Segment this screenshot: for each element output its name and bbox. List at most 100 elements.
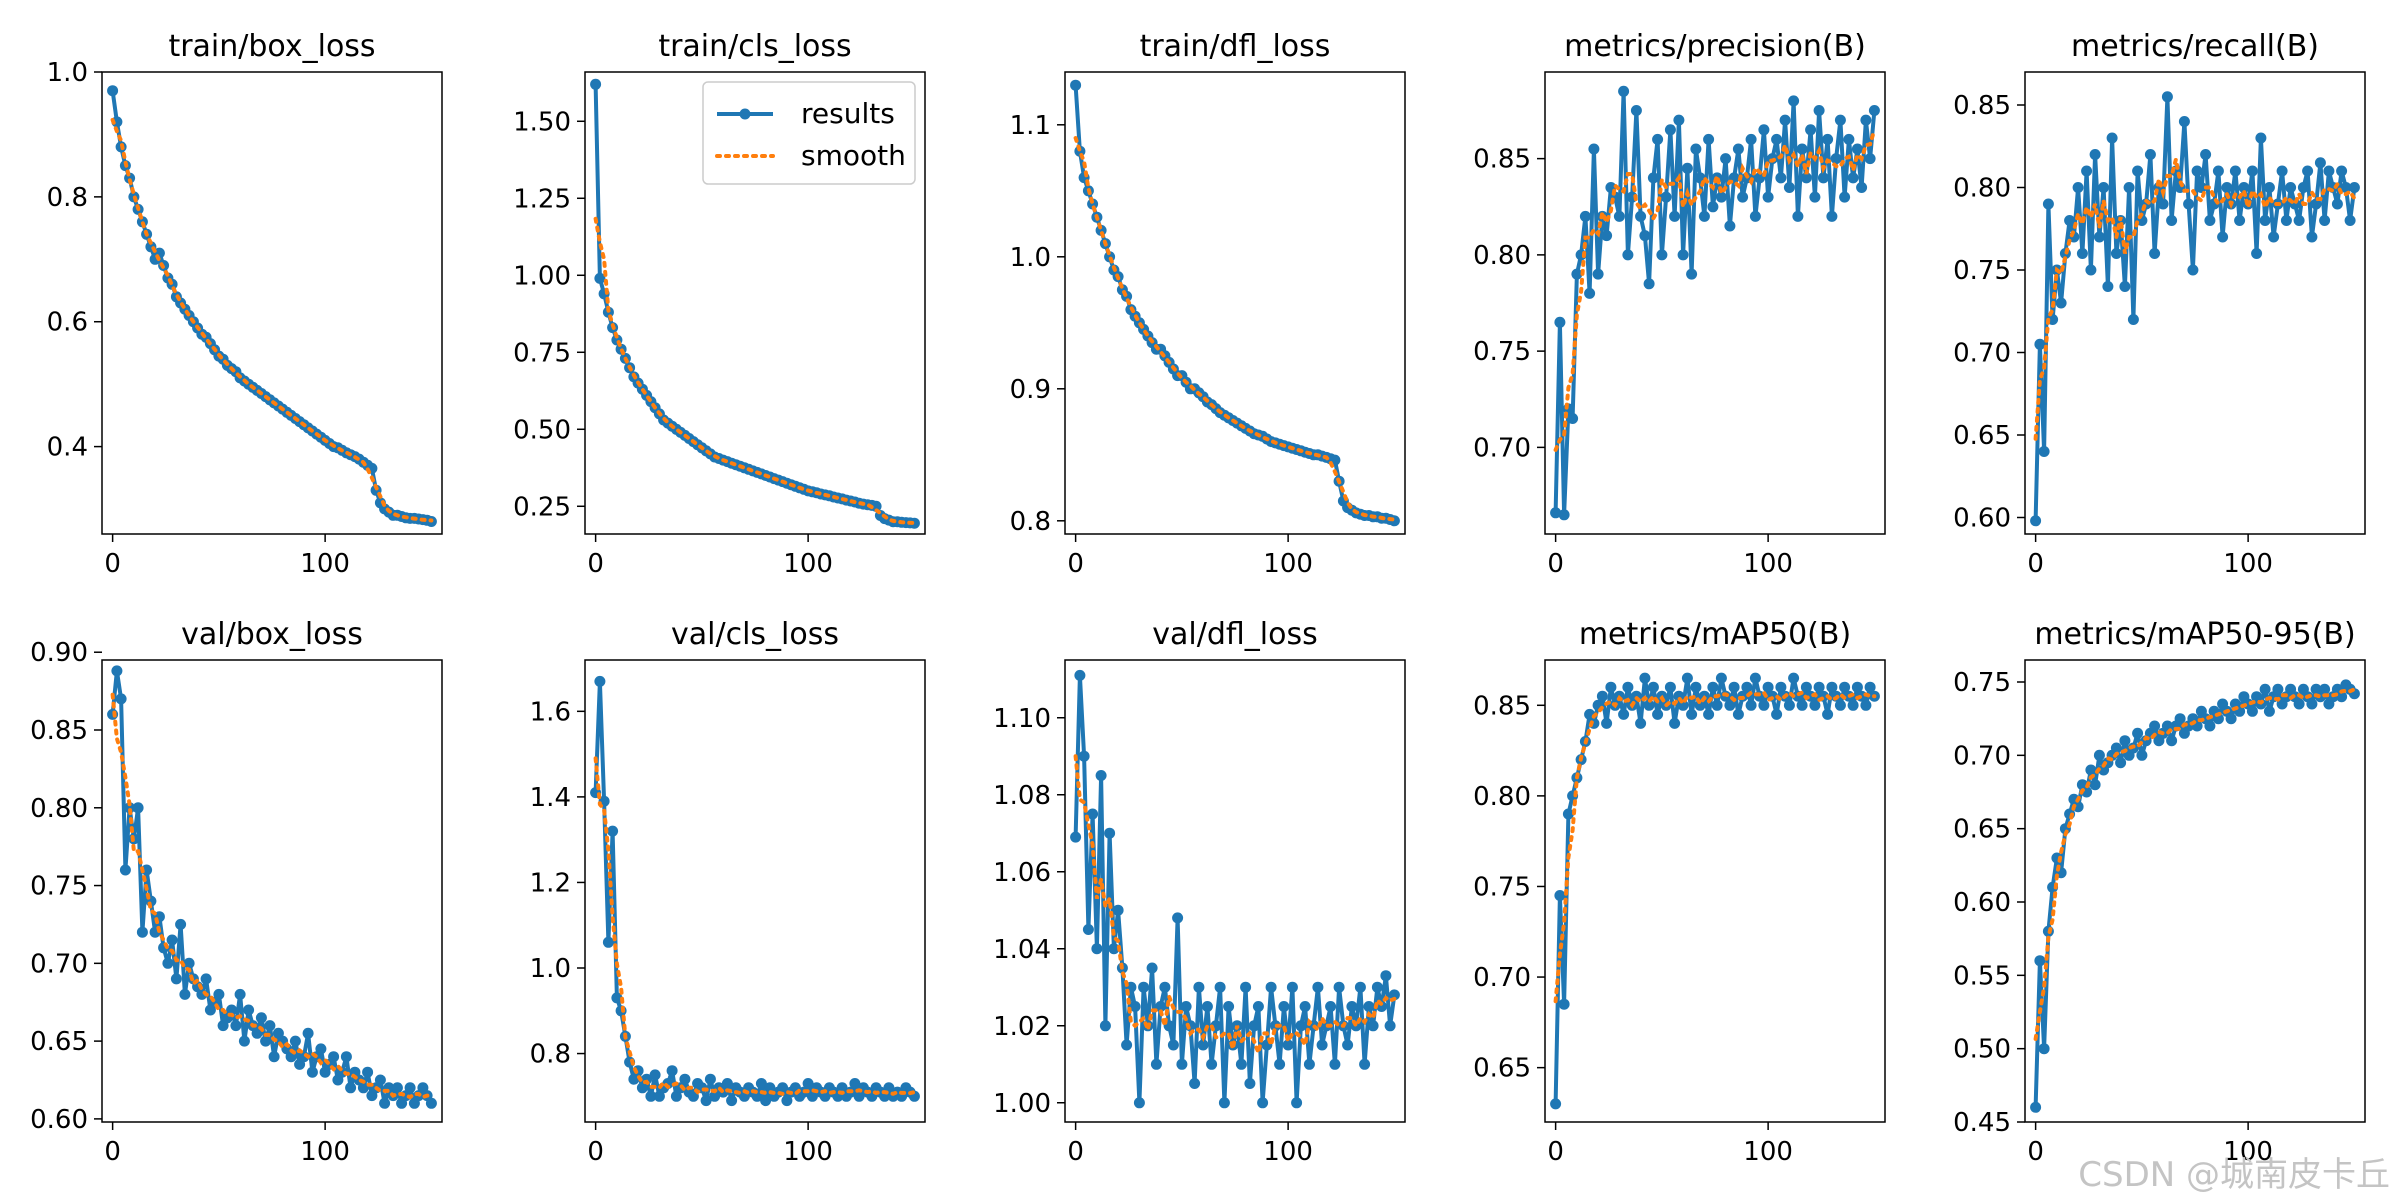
data-point: [2285, 182, 2297, 193]
data-point: [2268, 231, 2280, 243]
data-point: [1223, 1001, 1235, 1012]
data-point: [1728, 681, 1740, 693]
data-point: [1265, 981, 1277, 993]
data-point: [2072, 182, 2084, 193]
data-point: [2174, 713, 2186, 725]
data-point: [1180, 1001, 1192, 1012]
data-point: [1834, 699, 1846, 711]
data-point: [1197, 1039, 1209, 1051]
data-point: [1749, 672, 1761, 684]
data-point: [119, 864, 131, 876]
data-point: [1274, 1058, 1286, 1070]
data-point: [2319, 683, 2331, 695]
data-point: [2123, 182, 2135, 193]
data-point: [1189, 1078, 1201, 1089]
chart-title: train/dfl_loss: [1140, 29, 1331, 64]
data-point: [2098, 182, 2110, 193]
y-tick-label: 1.50: [513, 107, 571, 137]
data-point: [1771, 708, 1783, 720]
data-point: [2115, 757, 2127, 769]
data-point: [2263, 705, 2275, 717]
data-point: [1724, 220, 1736, 232]
y-tick-label: 0.50: [1953, 1035, 2011, 1065]
data-point: [391, 1082, 403, 1094]
data-point: [2340, 182, 2352, 193]
chart-panel-5: metrics/recall(B) 0 100 0.60 0.65 0.70 0.75 0.8…: [1953, 29, 2366, 579]
legend-label-smooth: smooth: [801, 139, 906, 172]
y-tick-label: 0.25: [513, 492, 571, 522]
data-point: [2085, 764, 2097, 776]
data-point: [1856, 182, 1868, 193]
y-tick-label: 1.1: [1010, 111, 1051, 141]
y-tick-label: 0.75: [1473, 337, 1531, 367]
data-point: [1146, 962, 1158, 974]
data-point: [1159, 981, 1171, 993]
data-point: [649, 1069, 661, 1081]
axes-frame: [101, 659, 443, 1123]
chart-panel-6: val/box_loss 0 100 0.60 0.65 0.70 0.75 0.80 0.85…: [30, 617, 443, 1167]
data-point: [170, 973, 182, 985]
data-point: [653, 1090, 665, 1102]
y-tick-label: 1.02: [993, 1012, 1051, 1042]
y-tick-label: 0.75: [513, 338, 571, 368]
axes-frame: [1544, 71, 1886, 535]
data-point: [2034, 955, 2046, 967]
chart-panel-7: val/cls_loss 0 100 0.8 1.0 1.2 1.4 1.6: [530, 617, 926, 1167]
data-point: [1167, 1039, 1179, 1051]
y-tick-label: 1.04: [993, 935, 1051, 965]
data-point: [1681, 672, 1693, 684]
x-tick-label: 0: [104, 549, 121, 579]
data-point: [289, 1035, 301, 1047]
data-point: [1822, 133, 1834, 145]
data-point: [1698, 210, 1710, 222]
legend-label-results: results: [801, 97, 895, 130]
x-tick-label: 100: [1743, 549, 1793, 579]
series-line-smooth: [1073, 754, 1397, 1060]
data-point: [1613, 210, 1625, 222]
series-line-results: [2033, 94, 2357, 521]
data-point: [1800, 172, 1812, 184]
y-tick-label: 0.60: [30, 1105, 88, 1135]
data-point: [2106, 132, 2118, 144]
data-point: [2149, 720, 2161, 732]
data-point: [1860, 699, 1872, 711]
y-tick-label: 0.50: [513, 415, 571, 445]
data-point: [1257, 1097, 1269, 1109]
data-point: [1346, 1001, 1358, 1012]
data-point: [2293, 698, 2305, 710]
data-point: [1779, 114, 1791, 126]
legend-box: [702, 81, 916, 185]
data-point: [1579, 210, 1591, 222]
data-point: [1800, 681, 1812, 693]
data-point: [1176, 1058, 1188, 1070]
data-point: [1150, 1058, 1162, 1070]
y-tick-label: 0.75: [1473, 872, 1531, 902]
data-point: [2323, 165, 2335, 177]
y-tick-label: 0.70: [30, 949, 88, 979]
data-point: [1554, 316, 1566, 328]
data-point: [379, 1097, 391, 1109]
data-point: [645, 1090, 657, 1102]
x-tick-label: 100: [1743, 1137, 1793, 1167]
y-tick-label: 0.65: [1953, 815, 2011, 845]
data-point: [1325, 1001, 1337, 1012]
legend: results smooth: [702, 81, 916, 185]
data-point: [1741, 681, 1753, 693]
data-point: [162, 957, 174, 969]
data-point: [607, 825, 619, 837]
y-tick-label: 0.75: [30, 872, 88, 902]
data-point: [234, 988, 246, 1000]
data-point: [1104, 827, 1116, 839]
data-point: [1121, 1039, 1133, 1051]
data-point: [2272, 683, 2284, 695]
y-tick-label: 0.55: [1953, 961, 2011, 991]
data-point: [1805, 124, 1817, 136]
data-point: [2030, 515, 2042, 527]
y-tick-label: 0.70: [1953, 741, 2011, 771]
y-tick-label: 1.06: [993, 858, 1051, 888]
chart-title: val/dfl_loss: [1152, 617, 1317, 652]
data-point: [700, 1095, 712, 1107]
data-point: [709, 1090, 721, 1102]
data-point: [2225, 713, 2237, 725]
chart-panel-1: train/box_loss 0 100 0.4 0.6 0.8 1.0: [47, 29, 443, 579]
